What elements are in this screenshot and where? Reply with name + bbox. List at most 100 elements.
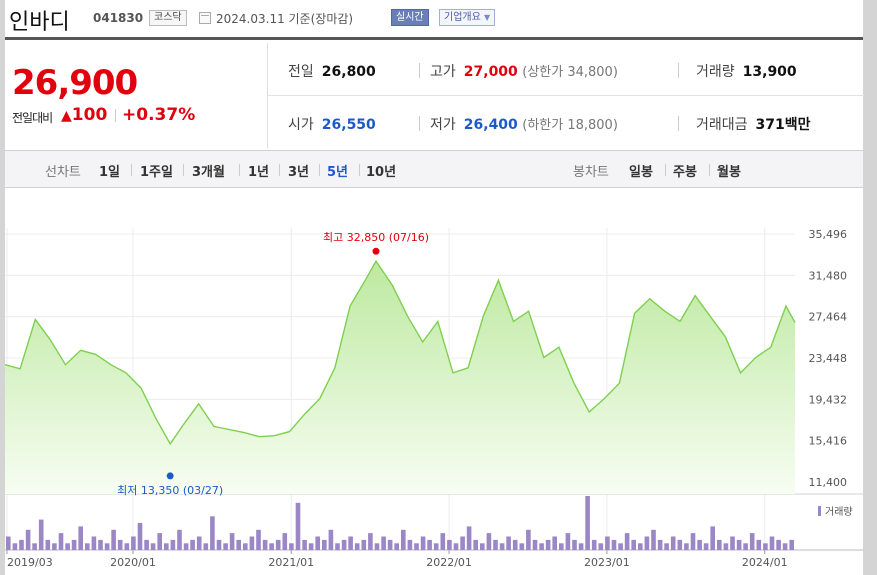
calendar-icon[interactable] [199, 12, 211, 24]
volume-bar [348, 536, 353, 550]
volume-bar [512, 539, 518, 550]
volume-legend: 거래량 [825, 506, 853, 518]
price-box: 26,900 전일대비 ▲100 +0.37% [5, 43, 267, 148]
current-price: 26,900 [12, 63, 138, 103]
divider [678, 63, 679, 78]
chevron-down-icon: ▼ [484, 13, 491, 22]
divider [115, 109, 116, 122]
volume-bar [763, 543, 768, 551]
stock-panel: 인바디 041830 코스닥 2024.03.11 기준(장마감) 실시간 기업… [4, 0, 864, 575]
stat-label: 거래대금 [696, 117, 748, 133]
volume-bar [32, 543, 37, 551]
change-label: 전일대비 [12, 111, 53, 125]
period-1w[interactable]: 1주일 [140, 165, 173, 180]
volume-bar [519, 543, 525, 551]
volume-bar [690, 533, 696, 550]
volume-bar [565, 533, 571, 550]
x-tick-label: 2022/01 [426, 556, 472, 569]
period-1y[interactable]: 1년 [248, 165, 270, 180]
volume-bar [743, 543, 748, 551]
y-tick-label: 23,448 [809, 352, 848, 365]
volume-bar [144, 539, 149, 550]
candle-weekly[interactable]: 주봉 [673, 165, 697, 180]
divider [709, 164, 710, 176]
volume-bar [756, 539, 762, 550]
volume-bar [394, 543, 399, 551]
volume-bar [420, 536, 426, 550]
volume-bar [19, 539, 24, 550]
volume-bar [289, 543, 294, 551]
volume-bar [486, 533, 492, 550]
realtime-button[interactable]: 실시간 [391, 9, 429, 26]
high-annotation: 최고 32,850 (07/16) [323, 231, 429, 244]
volume-bar [302, 539, 307, 550]
volume-bar [256, 529, 261, 551]
period-10y[interactable]: 10년 [366, 165, 397, 180]
volume-bar [203, 543, 209, 551]
stat-prev: 전일 26,800 [288, 61, 376, 81]
volume-bar [164, 543, 169, 551]
volume-bar [401, 529, 406, 551]
volume-bar [710, 526, 715, 550]
candle-chart-label: 봉차트 [573, 165, 609, 180]
volume-bar [598, 543, 604, 551]
volume-bar [684, 543, 689, 551]
volume-bar [447, 539, 452, 550]
volume-bar [611, 539, 617, 550]
volume-bar [98, 539, 103, 550]
volume-bar [282, 533, 288, 550]
volume-bar [782, 543, 788, 551]
volume-bar [183, 543, 189, 551]
candle-monthly[interactable]: 월봉 [717, 165, 741, 180]
divider [268, 95, 864, 96]
volume-bar [354, 543, 360, 551]
stat-value: 26,800 [321, 64, 376, 80]
period-3m[interactable]: 3개월 [192, 165, 225, 180]
volume-bar [45, 539, 51, 550]
period-3y[interactable]: 3년 [288, 165, 310, 180]
x-tick-label: 2024/01 [742, 556, 788, 569]
volume-bar [38, 519, 44, 550]
stock-code: 041830 [93, 11, 144, 25]
volume-bar [414, 543, 419, 551]
lower-limit: (하한가 18,800) [522, 118, 618, 133]
price-chart[interactable]: 35,496 31,480 27,464 23,448 19,432 15,416 11,4… [4, 188, 863, 575]
stat-label: 시가 [288, 117, 314, 133]
volume-bar [170, 539, 176, 550]
volume-bar [6, 536, 11, 550]
volume-bar [407, 539, 413, 550]
volume-bar [117, 539, 123, 550]
stat-value: 26,400 [463, 117, 518, 133]
volume-bar [52, 543, 57, 551]
volume-bar [473, 539, 478, 550]
volume-bar [605, 536, 610, 550]
stat-label: 거래량 [696, 64, 735, 80]
stat-unit: 백만 [784, 117, 811, 133]
volume-bar [210, 516, 215, 551]
volume-bar [427, 539, 432, 550]
volume-bar [368, 533, 373, 550]
x-tick-label: 2019/03 [7, 556, 53, 569]
volume-bar [532, 539, 538, 550]
line-chart-label: 선차트 [45, 165, 81, 180]
volume-bar [190, 539, 195, 550]
period-1d[interactable]: 1일 [99, 165, 121, 180]
candle-daily[interactable]: 일봉 [629, 165, 653, 180]
period-5y[interactable]: 5년 [327, 165, 349, 180]
stat-low: 저가 26,400 (하한가 18,800) [430, 114, 618, 134]
stat-amount: 거래대금 371백만 [696, 114, 811, 134]
volume-bar [85, 543, 90, 551]
volume-bar [177, 529, 182, 551]
stat-value: 26,550 [321, 117, 376, 133]
volume-bar [776, 539, 781, 550]
y-tick-label: 35,496 [809, 228, 848, 241]
x-tick-label: 2020/01 [110, 556, 156, 569]
volume-bar [749, 533, 755, 550]
corp-overview-button[interactable]: 기업개요 ▼ [439, 9, 496, 26]
price-area [5, 261, 795, 494]
volume-bar [58, 533, 64, 550]
y-tick-label: 19,432 [809, 393, 848, 406]
volume-bar [341, 539, 347, 550]
change-percent: +0.37% [122, 105, 196, 125]
divider [678, 116, 679, 131]
